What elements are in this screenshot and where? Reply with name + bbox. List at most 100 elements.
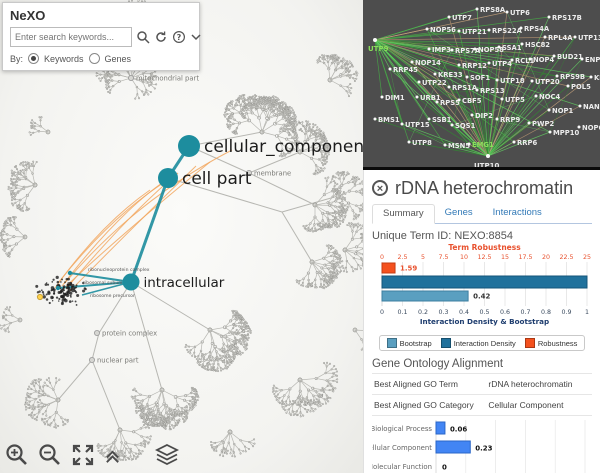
gene-node-UTP4[interactable]: UTP4	[487, 60, 513, 68]
gene-node-RPS5[interactable]: RPS5	[435, 99, 461, 107]
radio-genes[interactable]	[88, 53, 100, 64]
gene-node-UTP10[interactable]: UTP10	[474, 154, 499, 170]
fit-view-button[interactable]	[71, 443, 95, 470]
gene-node-SSB1[interactable]: SSB1	[427, 116, 452, 124]
term-node-membrane[interactable]: membrane	[245, 170, 291, 178]
gene-node-NOP56[interactable]: NOP56	[425, 26, 457, 34]
gene-node-NOC4[interactable]: NOC4	[534, 93, 561, 101]
gene-node-RPS22A[interactable]: RPS22A	[487, 27, 523, 35]
go-category-key: Best Aligned GO Category	[372, 394, 487, 416]
gene-node-EMG1[interactable]: EMG1	[467, 141, 494, 149]
gene-node-RPS13[interactable]: RPS13	[475, 87, 505, 95]
tab-genes[interactable]: Genes	[444, 207, 473, 218]
term-title: rDNA heterochromatin	[395, 177, 574, 198]
gene-node-HSC82[interactable]: HSC82	[520, 41, 551, 49]
search-icon[interactable]	[136, 29, 150, 45]
gene-node-UTP20[interactable]: UTP20	[530, 78, 560, 86]
legend-swatch-interaction-density	[440, 338, 451, 348]
gene-node-DIM1[interactable]: DIM1	[380, 94, 405, 102]
gene-node-NOP1[interactable]: NOP1	[547, 107, 574, 115]
gene-node-KRE33[interactable]: KRE33	[433, 71, 463, 79]
gene-node-RPS4A[interactable]: RPS4A	[519, 25, 550, 33]
gene-node-BUD21[interactable]: BUD21	[552, 53, 584, 61]
close-icon[interactable]: ×	[372, 180, 388, 196]
term-node-cellular_component[interactable]: cellular_component	[178, 135, 363, 157]
layers-button[interactable]	[154, 443, 180, 470]
detail-tabs: Summary Genes Interactions	[372, 204, 592, 224]
gene-node-RPS7A[interactable]: RPS7A	[450, 47, 481, 55]
gene-node-URB1[interactable]: URB1	[415, 94, 441, 102]
zoom-out-button[interactable]	[38, 443, 62, 470]
gene-node-KRR1[interactable]: KRR1	[589, 74, 600, 82]
gene-node-IMP3[interactable]: IMP3	[427, 46, 452, 54]
gene-node-SQS1[interactable]: SQS1	[450, 122, 476, 130]
term-node-protein-complex[interactable]: protein complex	[94, 330, 157, 338]
gene-node-MPP10[interactable]: MPP10	[548, 129, 580, 137]
gene-node-RRP45[interactable]: RRP45	[388, 66, 419, 74]
tab-summary[interactable]: Summary	[372, 204, 435, 224]
gene-node-RRP12[interactable]: RRP12	[457, 62, 488, 70]
gene-node-UTP13[interactable]: UTP13	[573, 34, 600, 42]
gene-node-PWP2[interactable]: PWP2	[527, 120, 555, 128]
gene-node-CBF5[interactable]: CBF5	[457, 97, 482, 105]
term-detail-panel: × rDNA heterochromatin Summary Genes Int…	[363, 170, 600, 473]
radio-genes-label: Genes	[104, 53, 132, 64]
gene-node-NOP14[interactable]: NOP14	[410, 59, 442, 67]
gene-node-POL5[interactable]: POL5	[566, 83, 592, 91]
legend-label-bootstrap: Bootstrap	[399, 338, 432, 348]
gene-network-panel[interactable]: RPS8A UTP6 UTP7 RPS17B NOP56 UTP21 RPS22A RPS4A…	[363, 0, 600, 170]
go-term-value: rDNA heterochromatin	[486, 373, 592, 395]
term-node-nuclear-part[interactable]: nuclear part	[89, 357, 139, 365]
gene-node-UTP21[interactable]: UTP21	[457, 28, 487, 36]
gene-node-ENP1[interactable]: ENP1	[580, 56, 600, 64]
gene-node-NAN1[interactable]: NAN1	[578, 103, 600, 111]
collapse-button[interactable]	[104, 448, 121, 468]
chevron-down-icon[interactable]	[190, 29, 202, 45]
term-node-mitochondrial-part[interactable]: mitochondrial part	[127, 75, 199, 83]
go-term-key: Best Aligned GO Term	[372, 373, 487, 395]
search-by-label: By:	[10, 53, 24, 64]
gene-node-RRP6[interactable]: RRP6	[512, 139, 538, 147]
legend-swatch-robustness	[524, 338, 535, 348]
zoom-in-button[interactable]	[5, 443, 29, 470]
gene-node-MSN5[interactable]: MSN5	[443, 142, 471, 150]
term-node-intracellular[interactable]: intracellular	[122, 273, 225, 291]
gene-node-NOP4[interactable]: NOP4	[528, 56, 555, 64]
gene-node-UTP18[interactable]: UTP18	[495, 77, 525, 85]
go-category-chart: 00.20.40.60.81Biological Process0.06Cell…	[364, 420, 586, 473]
gene-node-RPS17B[interactable]: RPS17B	[547, 14, 582, 22]
search-input[interactable]	[10, 27, 132, 47]
viz-controls	[5, 443, 180, 470]
term-node-cell-part[interactable]: cell part	[158, 168, 252, 189]
gene-node-DIP2[interactable]: DIP2	[470, 112, 494, 120]
gene-node-RPS9B[interactable]: RPS9B	[555, 73, 586, 81]
gene-node-RRP9[interactable]: RRP9	[495, 116, 521, 124]
gene-network-graph[interactable]: RPS8A UTP6 UTP7 RPS17B NOP56 UTP21 RPS22A RPS4A…	[363, 0, 600, 170]
gene-node-SOF1[interactable]: SOF1	[465, 74, 491, 82]
gene-node-NOP58[interactable]: NOP58	[473, 46, 505, 54]
gene-node-RCL1[interactable]: RCL1	[510, 57, 535, 65]
gene-node-UTP5[interactable]: UTP5	[500, 96, 526, 104]
gene-node-UTP9[interactable]: UTP9	[368, 38, 389, 53]
gene-node-UTP15[interactable]: UTP15	[400, 121, 430, 129]
help-icon[interactable]: ?	[172, 29, 186, 45]
legend-label-interaction-density: Interaction Density	[453, 338, 516, 348]
gene-node-BMS1[interactable]: BMS1	[373, 116, 400, 124]
gene-node-UTP22[interactable]: UTP22	[417, 79, 447, 87]
gene-node-UTP7[interactable]: UTP7	[447, 14, 473, 22]
tab-interactions[interactable]: Interactions	[492, 207, 542, 218]
gene-node-RPS1A[interactable]: RPS1A	[447, 84, 478, 92]
radio-keywords[interactable]	[28, 53, 40, 64]
legend-label-robustness: Robustness	[537, 338, 578, 348]
go-alignment-heading: Gene Ontology Alignment	[372, 358, 504, 370]
gene-node-RPL4A[interactable]: RPL4A	[543, 34, 574, 42]
legend-swatch-bootstrap	[386, 338, 397, 348]
reset-icon[interactable]	[154, 29, 168, 45]
gene-node-UTP8[interactable]: UTP8	[407, 139, 433, 147]
gene-node-SSA1[interactable]: SSA1	[497, 44, 522, 52]
ontology-canvas[interactable]: ribonucleoprotein complex ribosomal subun…	[0, 0, 363, 473]
gene-node-NOP6[interactable]: NOP6	[577, 124, 600, 132]
table-row: Best Aligned GO Category Cellular Compon…	[372, 394, 592, 416]
gene-node-UTP6[interactable]: UTP6	[505, 9, 531, 17]
gene-node-RPS8A[interactable]: RPS8A	[475, 6, 506, 14]
